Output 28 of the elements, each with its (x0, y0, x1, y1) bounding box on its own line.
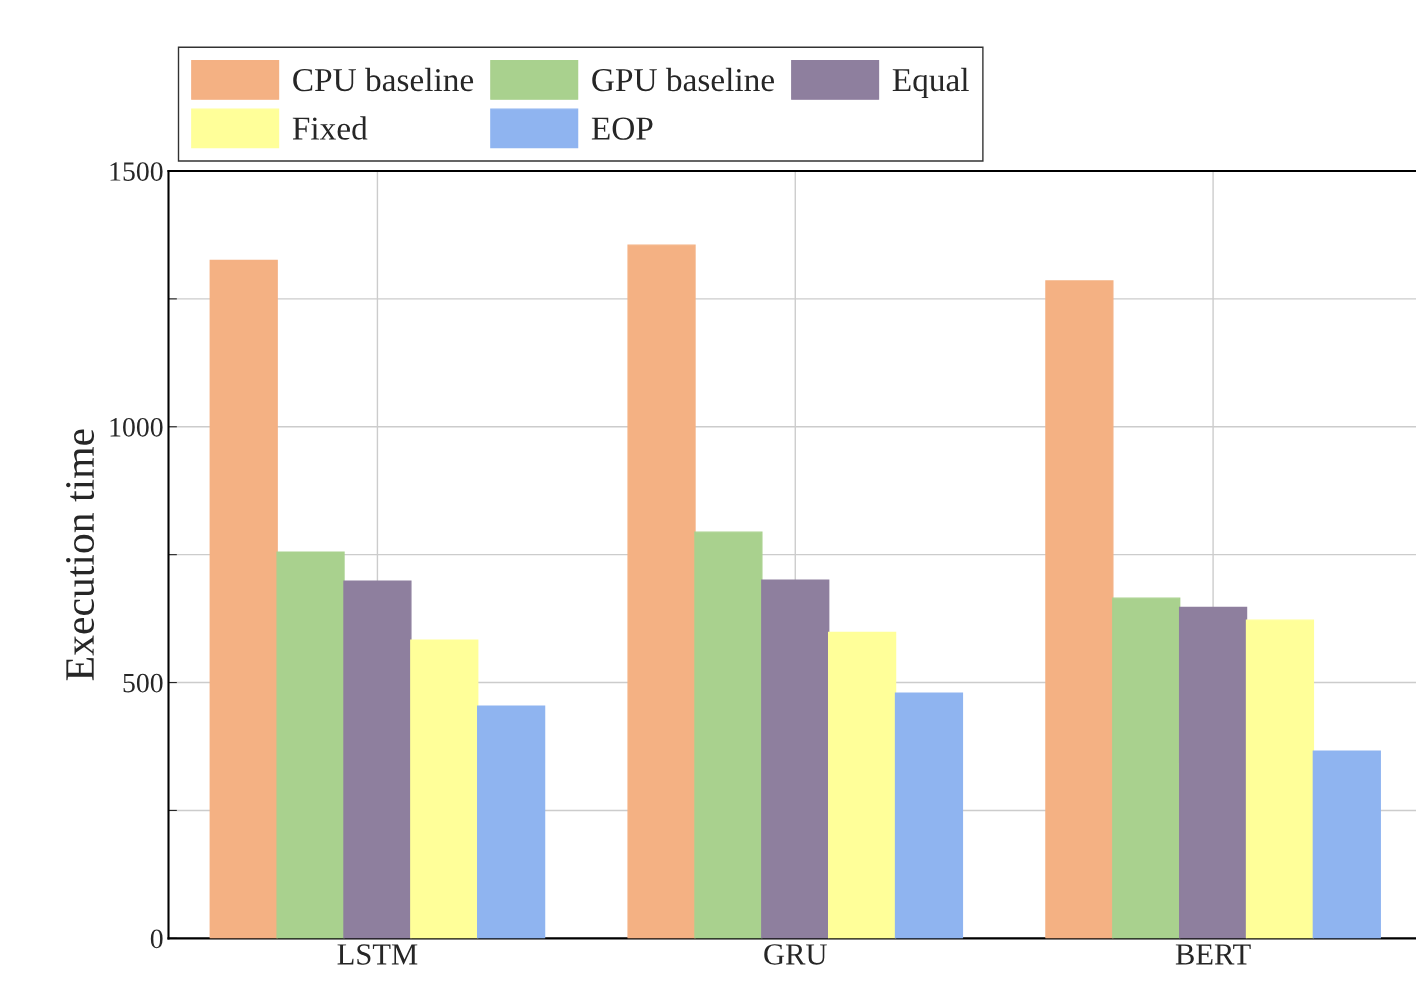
bar (410, 639, 479, 939)
bar (1045, 280, 1114, 939)
bar (1245, 619, 1315, 939)
bar (1112, 597, 1181, 939)
bar (209, 259, 278, 939)
bar (694, 531, 763, 939)
bar (1312, 750, 1381, 939)
bar (276, 551, 345, 939)
y-tick-label: 1000 (110, 417, 163, 437)
x-tick-label: LSTM (337, 944, 418, 965)
legend-label: EOP (591, 117, 653, 140)
legend-label: CPU baseline (293, 67, 474, 92)
bar (1178, 606, 1248, 939)
bar (343, 580, 412, 939)
legend-label: GPU baseline (592, 67, 774, 92)
bar (894, 692, 964, 939)
bar (761, 579, 830, 939)
legend-label: Fixed (292, 116, 368, 140)
x-tick-label: BERT (1175, 944, 1251, 965)
y-axis-title: Execution time (66, 429, 95, 681)
y-tick-label: 0 (150, 929, 163, 949)
bar (827, 631, 897, 939)
y-tick-label: 1500 (110, 162, 163, 181)
bar (627, 244, 696, 939)
x-tick-label: GRU (764, 944, 827, 965)
y-tick-label: 500 (123, 673, 163, 693)
bar (477, 705, 546, 939)
legend-label: Equal (892, 67, 969, 99)
